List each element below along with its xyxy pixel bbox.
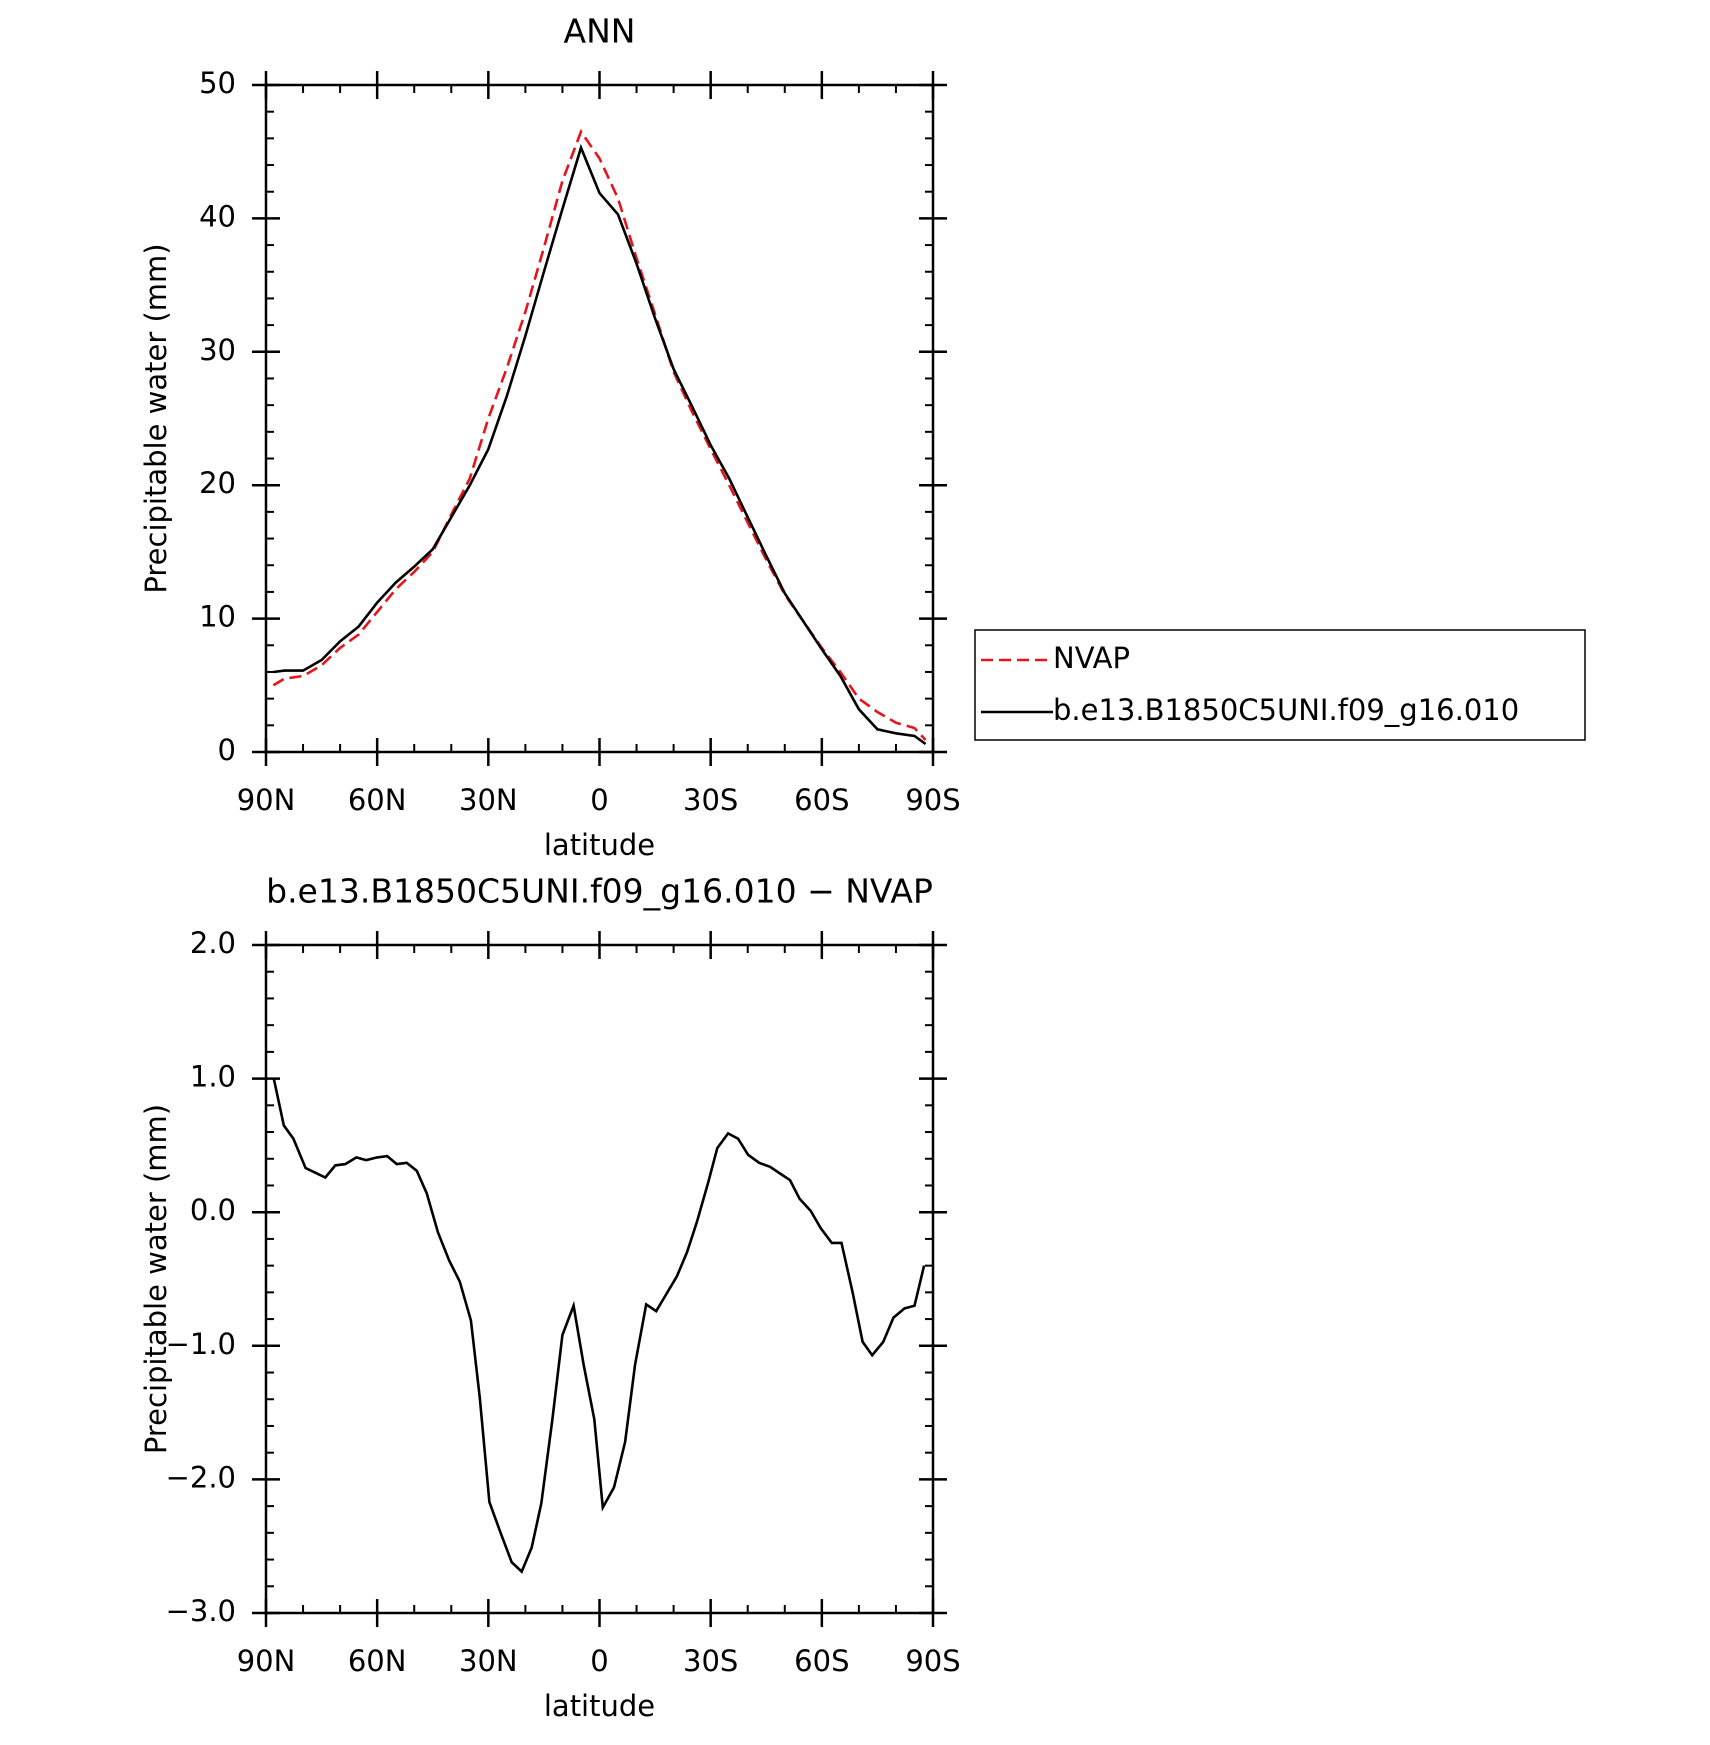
y-tick-label: −3.0 — [166, 1594, 236, 1628]
x-tick-label: 30N — [459, 783, 518, 817]
y-tick-label: −2.0 — [166, 1460, 236, 1494]
data-line — [272, 128, 927, 741]
x-tick-label: 30N — [459, 1644, 518, 1678]
x-tick-label: 60N — [348, 1644, 407, 1678]
x-axis-label: latitude — [544, 1689, 655, 1723]
y-axis-label: Precipitable water (mm) — [139, 243, 173, 593]
legend-label: b.e13.B1850C5UNI.f09_g16.010 — [1053, 693, 1519, 727]
y-axis-label: Precipitable water (mm) — [139, 1104, 173, 1454]
x-axis-label: latitude — [544, 828, 655, 862]
data-line — [273, 143, 927, 746]
y-tick-label: 20 — [199, 466, 236, 500]
x-tick-label: 60S — [794, 783, 849, 817]
x-tick-label: 90N — [237, 1644, 296, 1678]
y-tick-label: 0.0 — [190, 1193, 236, 1227]
y-tick-label: 30 — [199, 333, 236, 367]
chart-title: b.e13.B1850C5UNI.f09_g16.010 − NVAP — [266, 872, 933, 911]
x-tick-label: 0 — [590, 783, 608, 817]
x-tick-label: 30S — [683, 783, 738, 817]
data-line — [272, 1078, 926, 1574]
x-tick-label: 90S — [905, 1644, 960, 1678]
y-tick-label: 2.0 — [190, 926, 236, 960]
legend-label: NVAP — [1053, 641, 1130, 675]
y-tick-label: 0 — [218, 733, 236, 767]
y-tick-label: −1.0 — [166, 1327, 236, 1361]
plot-frame — [264, 943, 935, 1615]
x-tick-label: 90N — [237, 783, 296, 817]
x-tick-label: 0 — [590, 1644, 608, 1678]
y-tick-label: 10 — [199, 600, 236, 634]
x-tick-label: 60N — [348, 783, 407, 817]
y-tick-label: 50 — [199, 66, 236, 100]
y-tick-label: 40 — [199, 199, 236, 233]
x-tick-label: 60S — [794, 1644, 849, 1678]
legend-box — [974, 629, 1586, 741]
chart-title: ANN — [564, 12, 636, 51]
y-tick-label: 1.0 — [190, 1060, 236, 1094]
x-tick-label: 90S — [905, 783, 960, 817]
x-tick-label: 30S — [683, 1644, 738, 1678]
plot-frame — [264, 83, 935, 754]
